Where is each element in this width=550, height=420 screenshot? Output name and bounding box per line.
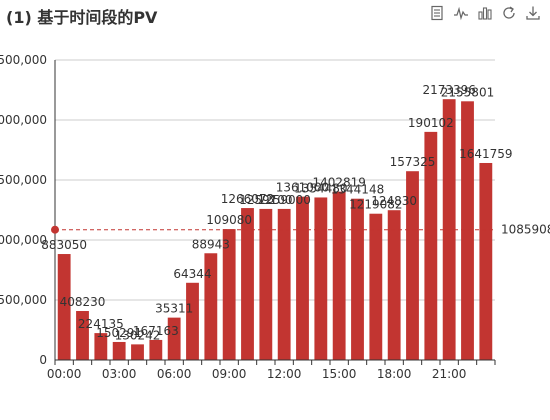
bar	[149, 339, 163, 360]
line-chart-icon[interactable]	[452, 4, 470, 22]
x-tick-label: 15:00	[322, 367, 357, 381]
data-label: 130242	[115, 328, 161, 342]
bar	[406, 171, 419, 360]
bar-series	[57, 99, 493, 361]
x-tick-label: 21:00	[432, 367, 467, 381]
bar	[296, 196, 309, 360]
y-tick-label: 0	[39, 353, 47, 367]
bar	[314, 197, 328, 360]
data-label: 88943	[192, 237, 230, 251]
bar	[387, 210, 401, 360]
data-label: 2173396	[422, 83, 475, 97]
bar-chart-icon[interactable]	[476, 4, 494, 22]
bar	[167, 317, 181, 360]
y-tick-label: 1,000,000	[0, 233, 47, 247]
data-label: 1259000	[257, 193, 310, 207]
data-label: 1641759	[459, 147, 512, 161]
bar	[204, 253, 218, 360]
data-label: 157325	[390, 155, 436, 169]
bar	[241, 208, 254, 360]
data-label: 1259100	[239, 193, 292, 207]
x-tick-label: 09:00	[212, 367, 247, 381]
axes: 0 500,000 1,000,000 1,500,000 2,000,000 2,500…	[0, 53, 496, 381]
bar	[259, 208, 273, 360]
data-label: 1402819	[312, 176, 365, 190]
chart-title: (1) 基于时间段的PV	[6, 8, 158, 27]
data-label: 124830	[371, 194, 417, 208]
data-label: 64344	[173, 267, 211, 281]
data-label: 883050	[41, 238, 87, 252]
data-label: 1354480	[294, 181, 347, 195]
bar	[94, 333, 108, 360]
x-tick-label: 12:00	[267, 367, 302, 381]
data-label: 150291	[96, 326, 142, 340]
data-label: 1266073	[221, 192, 274, 206]
x-tick-label: 06:00	[157, 367, 192, 381]
bar	[76, 311, 89, 360]
average-line-start-marker	[51, 225, 59, 234]
data-label: 1219082	[349, 198, 402, 212]
bar	[369, 213, 383, 360]
data-label: 109080	[206, 213, 252, 227]
bar	[351, 198, 364, 360]
data-label: 1361000	[276, 181, 329, 195]
grid-lines	[55, 59, 495, 301]
bar	[424, 131, 438, 360]
y-tick-label: 2,500,000	[0, 53, 47, 67]
y-tick-label: 2,000,000	[0, 113, 47, 127]
data-label: 2155801	[441, 85, 494, 99]
restore-icon[interactable]	[500, 4, 518, 22]
y-tick-label: 500,000	[0, 293, 47, 307]
bar	[332, 191, 346, 360]
data-label: 167163	[133, 324, 179, 338]
save-image-icon[interactable]	[524, 4, 542, 22]
bar	[461, 101, 474, 360]
y-tick-label: 1,500,000	[0, 173, 47, 187]
bar	[479, 162, 493, 360]
data-label: 408230	[60, 295, 106, 309]
bar	[222, 229, 236, 360]
bar	[112, 341, 126, 360]
x-tick-label: 18:00	[377, 367, 412, 381]
data-label: 35311	[155, 302, 193, 316]
data-label: 190102	[408, 116, 454, 130]
data-label: 1344148	[331, 183, 384, 197]
bar	[131, 344, 144, 360]
bar	[186, 282, 199, 360]
bar	[277, 208, 291, 360]
data-view-icon[interactable]	[428, 4, 446, 22]
bar	[57, 254, 71, 360]
toolbox	[428, 4, 542, 22]
x-tick-label: 00:00	[47, 367, 82, 381]
x-tick-label: 03:00	[102, 367, 137, 381]
data-label: 224135	[78, 317, 124, 331]
